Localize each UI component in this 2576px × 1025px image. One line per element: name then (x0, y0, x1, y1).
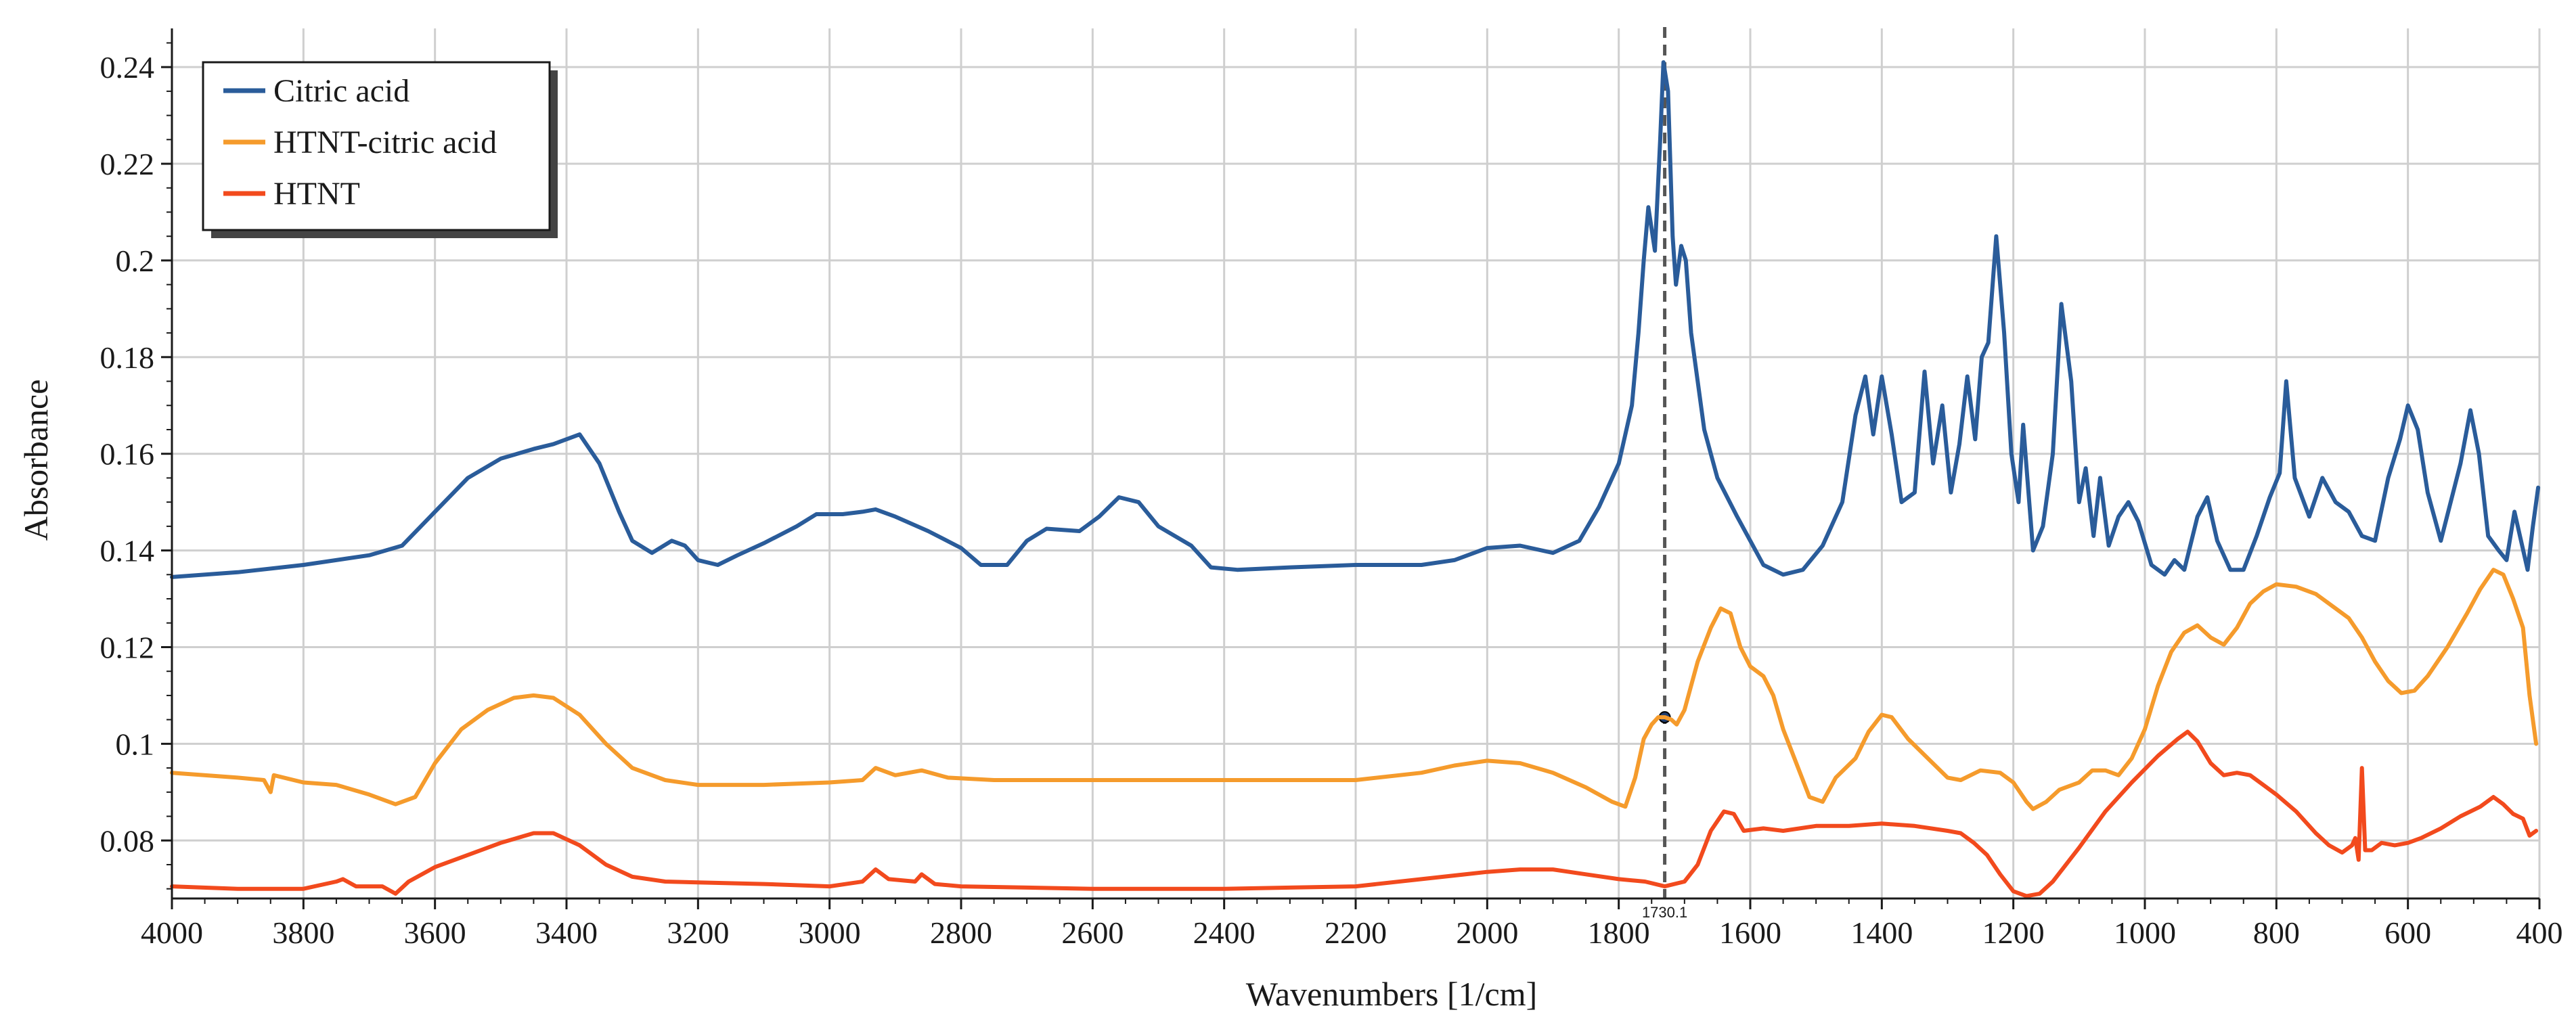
grid-lines (171, 28, 2541, 898)
x-tick-label: 2600 (1061, 915, 1124, 950)
x-tick-label: 3800 (272, 915, 334, 950)
series-layer (170, 60, 2541, 898)
axes: 4000 3800 3600 3400 3200 3000 2800 2600 2400 2200… (100, 28, 2563, 950)
y-tick-label: 0.22 (100, 147, 155, 181)
x-tick-label: 1000 (2114, 915, 2176, 950)
series-line-htnt (170, 729, 2539, 898)
x-axis-title: Wavenumbers [1/cm] (1246, 975, 1538, 1013)
x-tick-label: 2800 (930, 915, 992, 950)
y-axis-title: Absorbance (17, 380, 55, 541)
marker-label: 1730.1 (1642, 904, 1687, 921)
x-tick-label: 1600 (1719, 915, 1781, 950)
series-line-citric-acid (170, 60, 2541, 579)
legend: Citric acid HTNT-citric acid HTNT (202, 61, 558, 238)
x-tick-label: 1200 (1982, 915, 2045, 950)
x-tick-label: 400 (2516, 915, 2563, 950)
x-tick-label: 3200 (667, 915, 729, 950)
x-tick-label: 3000 (799, 915, 861, 950)
series-line-htnt-citric-acid (170, 568, 2539, 811)
y-tick-label: 0.18 (100, 340, 155, 375)
marker-layer: 1730.1 (1642, 27, 1687, 921)
x-tick-label: 1400 (1850, 915, 1913, 950)
y-tick-label: 0.08 (100, 823, 155, 858)
legend-label: HTNT-citric acid (273, 124, 497, 160)
y-tick-label: 0.16 (100, 437, 155, 472)
x-tick-label: 800 (2253, 915, 2300, 950)
x-tick-label: 3600 (404, 915, 466, 950)
x-tick-label: 2200 (1325, 915, 1387, 950)
y-tick-label: 0.1 (116, 727, 155, 761)
x-tick-label: 3400 (535, 915, 598, 950)
legend-label: HTNT (273, 176, 360, 212)
x-tick-label: 2000 (1456, 915, 1518, 950)
x-tick-label: 600 (2384, 915, 2431, 950)
y-tick-label: 0.24 (100, 50, 155, 85)
x-tick-label: 4000 (141, 915, 203, 950)
y-tick-label: 0.14 (100, 534, 155, 568)
y-tick-label: 0.2 (116, 244, 155, 278)
legend-label: Citric acid (273, 73, 409, 109)
y-tick-label: 0.12 (100, 630, 155, 664)
x-tick-label: 2400 (1193, 915, 1256, 950)
x-tick-label: 1800 (1588, 915, 1650, 950)
